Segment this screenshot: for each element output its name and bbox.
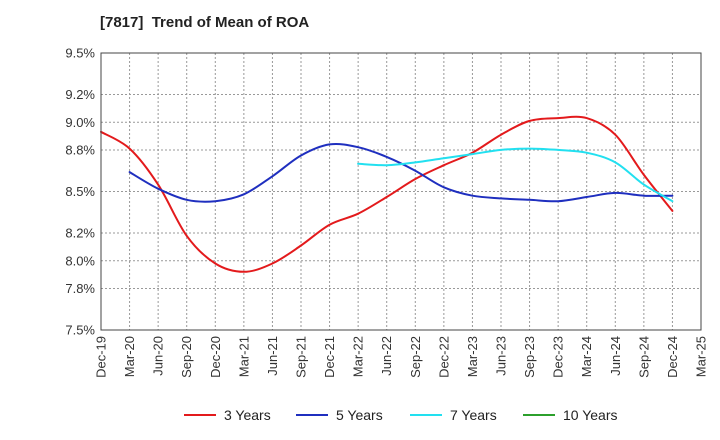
- x-tick-label: Dec-24: [665, 336, 680, 378]
- y-tick-label: 7.5%: [65, 323, 95, 338]
- series-line-7-years: [357, 147, 674, 203]
- legend: 3 Years 5 Years 7 Years 10 Years: [184, 407, 618, 423]
- x-tick-label: Mar-24: [579, 336, 594, 377]
- y-tick-label: 9.5%: [65, 46, 95, 61]
- x-tick-label: Sep-21: [294, 336, 309, 378]
- x-tick-label: Mar-21: [236, 336, 251, 377]
- x-tick-label: Dec-19: [94, 336, 109, 378]
- x-tick-label: Dec-23: [551, 336, 566, 378]
- legend-label: 7 Years: [450, 407, 497, 423]
- x-tick-label: Mar-25: [694, 336, 709, 377]
- x-tick-label: Sep-22: [408, 336, 423, 378]
- legend-label: 3 Years: [224, 407, 271, 423]
- y-tick-label: 8.8%: [65, 142, 95, 157]
- y-tick-label: 7.8%: [65, 281, 95, 296]
- x-axis-ticks: Dec-19 Mar-20 Jun-20 Sep-20 Dec-20 Mar-21 Jun-…: [94, 336, 709, 378]
- x-tick-label: Mar-22: [351, 336, 366, 377]
- x-tick-label: Dec-20: [208, 336, 223, 378]
- legend-label: 5 Years: [336, 407, 383, 423]
- chart-title: [7817] Trend of Mean of ROA: [100, 14, 310, 31]
- y-tick-label: 9.2%: [65, 87, 95, 102]
- y-tick-label: 8.5%: [65, 184, 95, 199]
- y-tick-label: 8.0%: [65, 253, 95, 268]
- legend-label: 10 Years: [563, 407, 618, 423]
- y-tick-label: 8.2%: [65, 226, 95, 241]
- x-tick-label: Jun-21: [265, 336, 280, 376]
- x-tick-label: Sep-23: [522, 336, 537, 378]
- y-tick-label: 9.0%: [65, 115, 95, 130]
- grid-lines: [100, 52, 702, 331]
- x-tick-label: Jun-24: [608, 336, 623, 376]
- x-tick-label: Mar-23: [465, 336, 480, 377]
- x-tick-label: Jun-22: [379, 336, 394, 376]
- x-tick-label: Jun-23: [494, 336, 509, 376]
- x-tick-label: Dec-21: [322, 336, 337, 378]
- x-tick-label: Dec-22: [436, 336, 451, 378]
- plot-frame: [100, 52, 702, 331]
- x-tick-label: Sep-20: [179, 336, 194, 378]
- y-axis-ticks: 7.5% 7.8% 8.0% 8.2% 8.5% 8.8% 9.0% 9.2% 9.5%: [65, 46, 95, 338]
- series-layer: [100, 115, 674, 273]
- x-tick-label: Jun-20: [151, 336, 166, 376]
- series-line-3-years: [100, 115, 674, 273]
- x-tick-label: Sep-24: [636, 336, 651, 378]
- x-tick-label: Mar-20: [122, 336, 137, 377]
